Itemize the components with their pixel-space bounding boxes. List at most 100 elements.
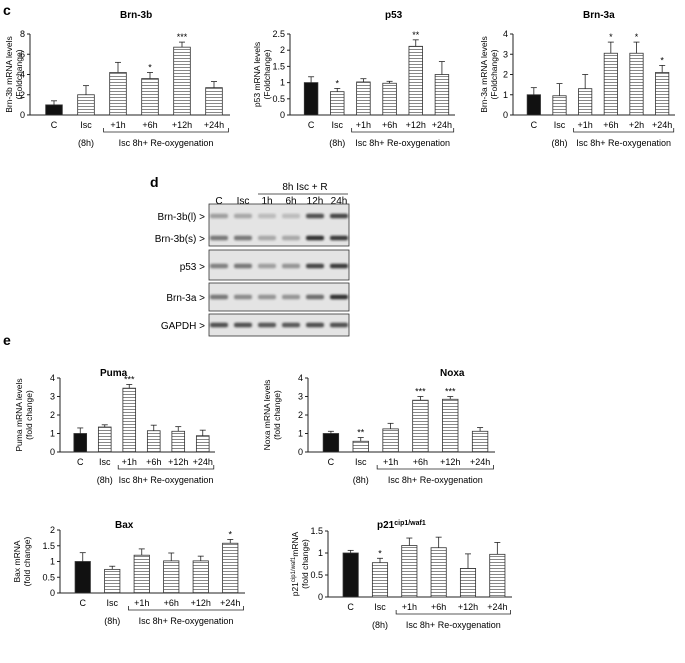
panel-letter-d: d (150, 174, 159, 190)
chart-p53: 0 0.5 1 1.5 2 2.5 p53 p53 mRNA levels(Foldchang… (252, 10, 455, 148)
y-axis-label-rest: mRNA (290, 531, 300, 556)
blot-band (282, 213, 300, 219)
bar-+1h (109, 72, 127, 116)
y-tick-label: 0 (20, 110, 25, 120)
group-bracket (573, 128, 675, 133)
blot-band (258, 235, 276, 241)
x-category-label: C (328, 457, 335, 467)
x-category-label: +6h (603, 120, 618, 130)
chart-bax: 0 0.5 1 1.5 2 Bax Bax mRNA(fold change) C Isc +1h… (12, 520, 245, 626)
bar-+24h (489, 553, 506, 598)
blot-band (306, 294, 324, 300)
y-axis-label-base: p21 (290, 582, 300, 596)
blot-band (210, 294, 228, 300)
significance-mark: ** (412, 30, 420, 40)
blot-row-label: Brn-3b(l) > (157, 212, 205, 223)
y-tick-label: 6 (20, 49, 25, 59)
y-tick-label: 0.5 (272, 94, 285, 104)
bar-+6h (146, 430, 161, 453)
y-axis-label-line2: (Foldchange) (14, 49, 24, 99)
x-sublabel-8h: (8h) (97, 475, 113, 485)
significance-mark: * (378, 548, 382, 558)
chart-noxa: 0 1 2 3 4 Noxa Noxa mRNA levels(fold change) C *… (262, 368, 495, 485)
bar-+6h (163, 560, 180, 594)
y-axis-label: Brn-3b mRNA levels(Foldchange) (4, 36, 24, 113)
bar-+1h (401, 545, 418, 598)
x-category-label: C (347, 602, 354, 612)
blot-band (306, 322, 324, 328)
chart-title: Noxa (440, 368, 465, 379)
x-category-label: +1h (383, 457, 398, 467)
blot-band (210, 235, 228, 241)
x-group-label: Isc 8h+ Re-oxygenation (355, 138, 450, 148)
x-category-label: +24h (204, 120, 224, 130)
group-bracket (128, 606, 244, 611)
bar-+24h (471, 430, 489, 453)
bar-+1h (133, 554, 150, 594)
y-tick-label: 2 (50, 410, 55, 420)
y-tick-label: 2 (280, 45, 285, 55)
significance-mark: * (148, 62, 152, 72)
y-axis-label: Bax mRNA(fold change) (12, 537, 32, 587)
chart-title: p21cip1/waf1 (377, 520, 426, 532)
blot-band (282, 263, 300, 269)
blot-band (282, 235, 300, 241)
group-bracket (103, 128, 229, 133)
significance-mark: * (635, 32, 639, 42)
y-axis-label: p21cip1/waf1mRNA(fold change) (290, 531, 310, 596)
bar-+6h (412, 399, 429, 453)
x-category-label: Isc (99, 457, 111, 467)
blot-membrane (208, 313, 350, 337)
y-axis-label-line1: p21cip1/waf1mRNA (290, 531, 300, 596)
y-tick-label: 1 (50, 429, 55, 439)
x-category-label: +24h (193, 457, 213, 467)
chart-title: Bax (115, 520, 134, 531)
bar-Isc (371, 562, 389, 598)
group-bracket (395, 610, 511, 615)
blot-band (330, 263, 348, 269)
blot-band (306, 263, 324, 269)
x-group-label: Isc 8h+ Re-oxygenation (139, 616, 234, 626)
group-bracket (376, 465, 494, 470)
y-tick-label: 0.5 (310, 570, 323, 580)
x-category-label: +6h (431, 602, 446, 612)
significance-mark: *** (445, 387, 456, 397)
bar-+12h (408, 45, 423, 116)
bar-+24h (222, 542, 239, 594)
y-axis-label: Puma mRNA levels(fold change) (14, 378, 34, 451)
blot-row-label: Brn-3a > (166, 293, 205, 304)
y-axis-label-line2: (fold change) (300, 539, 310, 589)
blot-panel (208, 282, 350, 312)
bar-C (526, 94, 541, 116)
x-category-label: +6h (146, 457, 161, 467)
y-tick-label: 8 (20, 29, 25, 39)
bar-+12h (459, 568, 477, 598)
bar-C (73, 433, 88, 453)
y-tick-label: 1 (280, 78, 285, 88)
x-category-label: +6h (382, 120, 397, 130)
x-category-label: Isc (554, 120, 566, 130)
blot-row-label: GAPDH > (161, 321, 205, 332)
significance-mark: *** (124, 374, 135, 384)
y-tick-label: 0 (298, 447, 303, 457)
y-tick-label: 1 (298, 429, 303, 439)
x-category-label: +12h (191, 598, 211, 608)
x-category-label: C (308, 120, 315, 130)
x-group-label: Isc 8h+ Re-oxygenation (406, 620, 501, 630)
blot-band (258, 322, 276, 328)
chart-title: Puma (100, 368, 128, 379)
blot-band (234, 213, 252, 219)
blot-membrane (208, 203, 350, 247)
bar-Isc (330, 91, 345, 116)
y-tick-label: 4 (50, 373, 55, 383)
y-tick-label: 1.5 (310, 526, 323, 536)
y-tick-label: 0.5 (42, 572, 55, 582)
significance-mark: * (335, 78, 339, 88)
x-category-label: +1h (110, 120, 125, 130)
y-axis-label-line2: (Foldchange) (489, 49, 499, 99)
y-axis-label-line2: (fold change) (22, 537, 32, 587)
bar-Isc (552, 95, 567, 116)
x-category-label: C (77, 457, 84, 467)
x-category-label: +1h (122, 457, 137, 467)
y-axis-label-line1: Bax mRNA (12, 540, 22, 582)
